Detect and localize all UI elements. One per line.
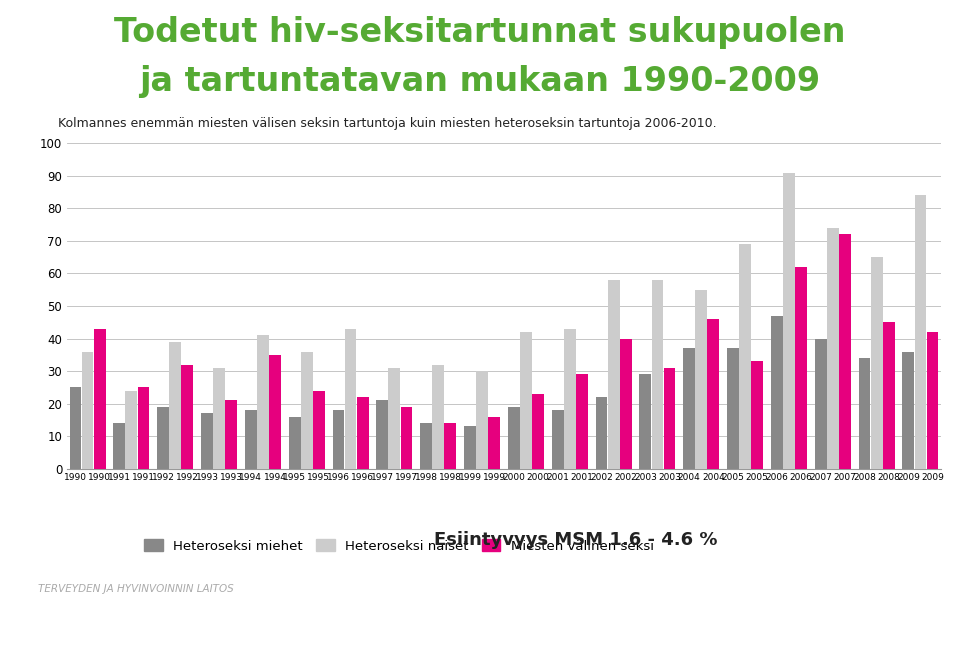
Bar	[783, 173, 795, 469]
Bar	[169, 342, 181, 469]
Bar	[357, 397, 369, 469]
Text: TERVEYDEN JA HYVINVOINNIN LAITOS: TERVEYDEN JA HYVINVOINNIN LAITOS	[38, 584, 234, 594]
Text: ja tartuntatavan mukaan 1990-2009: ja tartuntatavan mukaan 1990-2009	[139, 65, 821, 98]
Text: 14/6/2012: 14/6/2012	[19, 628, 89, 641]
Bar	[639, 374, 651, 469]
Bar	[926, 332, 939, 469]
Text: Kolmannes enemmän miesten välisen seksin tartuntoja kuin miesten heteroseksin ta: Kolmannes enemmän miesten välisen seksin…	[58, 117, 716, 130]
Bar	[564, 329, 576, 469]
Text: Hiv ja hepatiitit Suomessa / H. Brummer-Korvenkontio: Hiv ja hepatiitit Suomessa / H. Brummer-…	[311, 628, 649, 641]
Bar	[245, 410, 256, 469]
Bar	[795, 267, 807, 469]
Bar	[883, 322, 895, 469]
Bar	[157, 407, 169, 469]
Bar	[552, 410, 564, 469]
Bar	[684, 348, 695, 469]
Bar	[815, 339, 827, 469]
Bar	[608, 280, 619, 469]
Bar	[508, 407, 519, 469]
Bar	[771, 316, 782, 469]
Bar	[137, 387, 150, 469]
Bar	[345, 329, 356, 469]
Bar	[576, 374, 588, 469]
Bar	[420, 423, 432, 469]
Bar	[226, 400, 237, 469]
Bar	[858, 358, 871, 469]
Bar	[389, 368, 400, 469]
Text: 10: 10	[924, 628, 941, 641]
Bar	[915, 195, 926, 469]
Bar	[739, 244, 751, 469]
Bar	[444, 423, 456, 469]
Bar	[489, 417, 500, 469]
Bar	[82, 352, 93, 469]
Bar	[532, 394, 544, 469]
Bar	[520, 332, 532, 469]
Bar	[827, 228, 839, 469]
Bar	[257, 335, 269, 469]
Bar	[201, 413, 213, 469]
Bar	[213, 368, 225, 469]
Bar	[620, 339, 632, 469]
Bar	[727, 348, 739, 469]
Text: Esiintyvyys MSM 1.6 - 4.6 %: Esiintyvyys MSM 1.6 - 4.6 %	[434, 531, 718, 549]
Bar	[839, 234, 851, 469]
Bar	[476, 371, 488, 469]
Bar	[94, 329, 106, 469]
Bar	[269, 355, 281, 469]
Bar	[113, 423, 125, 469]
Bar	[663, 368, 676, 469]
Bar	[181, 365, 193, 469]
Bar	[752, 361, 763, 469]
Bar	[300, 352, 313, 469]
Bar	[464, 426, 476, 469]
Bar	[902, 352, 914, 469]
Bar	[871, 257, 882, 469]
Bar	[400, 407, 413, 469]
Bar	[432, 365, 444, 469]
Legend: Heteroseksi miehet, Heteroseksi naiset, Miesten välinen seksi: Heteroseksi miehet, Heteroseksi naiset, …	[139, 534, 660, 558]
Bar	[652, 280, 663, 469]
Bar	[69, 387, 82, 469]
Bar	[332, 410, 345, 469]
Bar	[595, 397, 608, 469]
Bar	[126, 391, 137, 469]
Bar	[289, 417, 300, 469]
Text: Todetut hiv-seksitartunnat sukupuolen: Todetut hiv-seksitartunnat sukupuolen	[114, 16, 846, 49]
Bar	[708, 319, 719, 469]
Bar	[376, 400, 388, 469]
Bar	[313, 391, 324, 469]
Bar	[695, 290, 708, 469]
